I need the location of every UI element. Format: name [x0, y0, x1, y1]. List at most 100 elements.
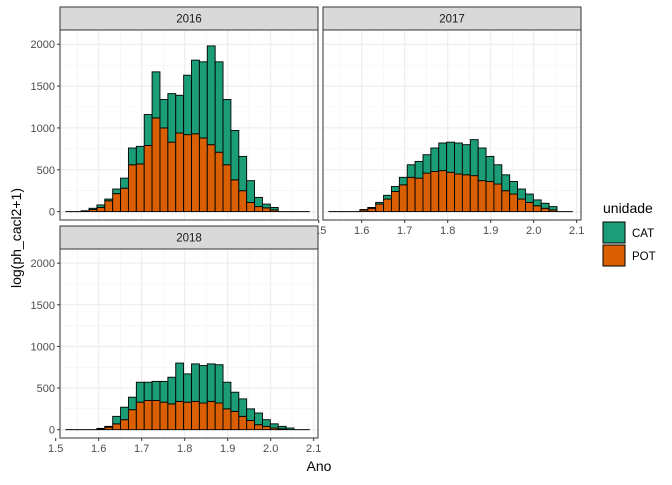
panel-2017-bar-pot: [407, 177, 415, 211]
panel-2016-bar-cat: [231, 130, 239, 179]
panel-2018-bar-pot: [152, 401, 160, 430]
panel-2017-bar-pot: [391, 192, 399, 212]
panel-2017-bar-cat: [502, 175, 510, 191]
panel-2018-bar-cat: [105, 426, 113, 427]
x-axis-title: Ano: [307, 458, 332, 474]
panel-2018-x-tick-label: 1.7: [134, 443, 149, 455]
panel-2017-bar-pot: [486, 181, 494, 211]
panel-2016-bar-cat: [184, 75, 192, 134]
panel-2017-bar-cat: [376, 202, 384, 204]
panel-2018-bar-cat: [231, 392, 239, 411]
panel-2018-bar-pot: [223, 409, 231, 430]
panel-2018-bar-pot: [113, 424, 121, 430]
panel-2017-bar-pot: [533, 206, 541, 212]
panel-2016-bar-cat: [176, 95, 184, 133]
panel-2018-x-tick-label: 1.6: [91, 443, 106, 455]
panel-2016-bar-pot: [223, 165, 231, 212]
panel-2016-bar-cat: [89, 208, 97, 209]
panel-2018-bar-pot: [176, 401, 184, 429]
panel-2017-bar-pot: [510, 194, 518, 212]
panel-2016-y-tick-label: 1500: [31, 81, 55, 93]
panel-2017-bar-pot: [494, 184, 502, 212]
panel-2016-bar-cat: [136, 146, 144, 164]
panel-2017-bar-pot: [384, 199, 392, 212]
panel-2016-bar-pot: [81, 211, 89, 212]
panel-2017-x-tick-label: 1.8: [440, 225, 455, 237]
panel-2017-bar-pot: [423, 173, 431, 212]
panel-2017-bar-cat: [510, 181, 518, 194]
panel-2017-bar-cat: [439, 143, 447, 171]
panel-2018-bar-cat: [144, 382, 152, 400]
panel-2016-bar-cat: [152, 72, 160, 118]
panel-2018-y-tick-label: 1500: [31, 300, 55, 312]
panel-2017-bar-pot: [368, 208, 376, 211]
panel-2016-y-tick-label: 500: [37, 165, 55, 177]
panel-2017-x-tick-label: 1.6: [354, 225, 369, 237]
panel-2016-bar-pot: [144, 146, 152, 212]
legend-key-cat: [603, 222, 625, 243]
panel-2016-bar-cat: [207, 46, 215, 145]
panel-2018-bar-cat: [223, 382, 231, 409]
panel-2018-bar-cat: [160, 381, 168, 402]
panel-2016-bar-cat: [105, 199, 113, 201]
panel-2016-bar-pot: [207, 145, 215, 212]
panel-2017-bar-pot: [462, 175, 470, 212]
panel-2017-bar-cat: [455, 143, 463, 174]
panel-2018-bar-pot: [192, 401, 200, 429]
panel-2016-bar-cat: [160, 99, 168, 127]
panel-2018-x-tick-label: 1.5: [48, 443, 63, 455]
panel-2017-bar-cat: [478, 148, 486, 181]
panel-2018-bar-cat: [239, 399, 247, 416]
panel-2017-bar-cat: [384, 195, 392, 199]
panel-2016-bar-cat: [262, 204, 270, 208]
panel-2017-bar-cat: [518, 189, 526, 199]
panel-2018-bar-pot: [239, 416, 247, 429]
panel-2017-bar-cat: [486, 156, 494, 181]
panel-2018-x-tick-label: 1.9: [220, 443, 235, 455]
panel-2016-bar-pot: [199, 138, 207, 212]
panel-2016-bar-cat: [121, 178, 129, 188]
panel-2018-bar-cat: [270, 424, 278, 428]
panel-2016-bar-pot: [176, 133, 184, 212]
panel-2016-bar-pot: [247, 202, 255, 211]
panel-2017-bar-pot: [399, 185, 407, 212]
panel-2017-x-tick-label: 1.7: [397, 225, 412, 237]
panel-2018-x-tick-label: 2.0: [263, 443, 278, 455]
panel-2016-bar-pot: [121, 188, 129, 211]
panel-2017-bar-cat: [415, 161, 423, 178]
panel-2018-bar-pot: [215, 403, 223, 430]
panel-2018-bar-cat: [192, 364, 200, 401]
panel-2018-bar-cat: [255, 413, 263, 425]
panel-2018-bar-pot: [136, 402, 144, 429]
panel-2016-y-tick-label: 0: [49, 207, 55, 219]
panel-2017-x-tick-label: 2.1: [569, 225, 584, 237]
panel-2018-bar-pot: [247, 421, 255, 430]
panel-2018-x-tick-label: 1.8: [177, 443, 192, 455]
panel-2018-y-tick-label: 0: [49, 425, 55, 437]
panel-2018-bar-cat: [121, 407, 129, 419]
panel-2017-bar-cat: [447, 142, 455, 172]
panel-2016-bar-cat: [270, 207, 278, 210]
panel-2017-bar-cat: [533, 200, 541, 206]
panel-2018-strip-label: 2018: [176, 233, 202, 245]
panel-2017-bar-cat: [368, 207, 376, 208]
panel-2017-bar-pot: [502, 191, 510, 212]
panel-2018-bar-pot: [255, 425, 263, 430]
panel-2016-bar-cat: [144, 115, 152, 146]
panel-2018-bar-cat: [136, 382, 144, 402]
panel-2017-bar-cat: [470, 140, 478, 176]
panel-2018-bar-cat: [278, 426, 286, 428]
panel-2018-bar-pot: [207, 401, 215, 429]
panel-2018-bar-cat: [262, 420, 270, 427]
legend-label-cat: CAT: [632, 228, 654, 240]
panel-2017-bar-cat: [549, 207, 557, 210]
panel-2016-bar-cat: [223, 99, 231, 164]
panel-2016-bar-cat: [199, 62, 207, 138]
panel-2016-bar-pot: [97, 207, 105, 211]
legend-key-pot: [603, 245, 625, 266]
panel-2017-bar-cat: [462, 145, 470, 175]
panel-2018-bar-pot: [184, 402, 192, 429]
panel-2016-bar-pot: [184, 135, 192, 212]
panel-2018-y-tick-label: 500: [37, 383, 55, 395]
